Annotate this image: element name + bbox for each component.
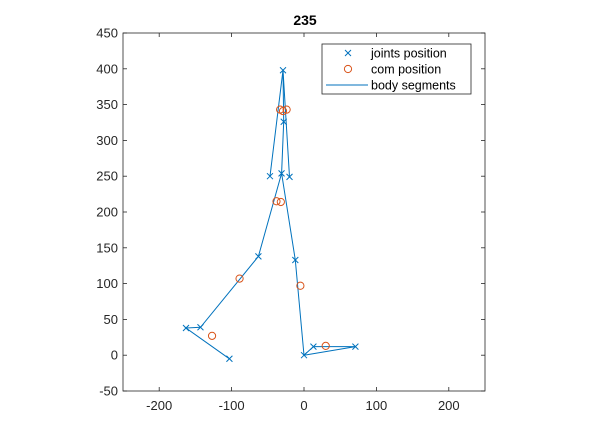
joint-marker — [286, 173, 293, 181]
joint-marker — [280, 118, 288, 126]
body-segment — [269, 70, 290, 177]
joint-marker-stroke — [182, 324, 190, 332]
axis-ticks: -200 -100 0 100 200 -50 0 50 100 150 200 250 300 350 4… — [96, 26, 485, 413]
y-tick-label: 50 — [104, 312, 118, 327]
joint-marker-stroke — [291, 256, 299, 264]
joint-marker — [226, 355, 233, 363]
joint-marker — [291, 256, 299, 264]
joint-marker-stroke — [197, 323, 204, 331]
joint-marker — [300, 351, 308, 359]
y-tick-label: 250 — [96, 169, 118, 184]
joint-marker — [278, 169, 285, 177]
joint-marker — [255, 253, 262, 260]
legend-label: joints position — [370, 47, 447, 61]
com-marker — [282, 105, 291, 114]
com-marker — [276, 197, 285, 207]
x-tick-label: 0 — [300, 398, 307, 413]
com-marker — [296, 281, 305, 290]
joint-marker-stroke — [286, 173, 293, 181]
y-tick-label: 300 — [96, 133, 118, 148]
y-tick-label: 0 — [111, 348, 118, 363]
chart-title: 235 — [293, 12, 317, 28]
joint-marker-stroke — [352, 343, 359, 350]
legend-com-marker — [343, 64, 353, 74]
joint-marker — [344, 49, 352, 57]
x-tick-label: -100 — [219, 398, 245, 413]
body-segment — [184, 173, 283, 360]
joint-marker-stroke — [300, 351, 308, 359]
y-tick-label: 450 — [96, 26, 118, 41]
legend-label: com position — [371, 63, 441, 77]
legend-entry: body segments — [326, 79, 456, 93]
com-marker — [207, 331, 217, 340]
x-tick-label: -200 — [146, 398, 172, 413]
joint-marker-stroke — [279, 66, 287, 74]
joint-marker-stroke — [310, 343, 317, 350]
legend-label: body segments — [371, 79, 456, 93]
joint-marker-stroke — [266, 172, 274, 180]
y-tick-label: 350 — [96, 97, 118, 112]
joint-marker-stroke — [344, 49, 352, 57]
y-tick-label: -50 — [99, 384, 118, 399]
joint-marker — [279, 66, 287, 74]
joint-marker — [266, 172, 274, 180]
legend-entry: com position — [343, 63, 441, 77]
legend: joints position com position body segments — [321, 43, 472, 95]
joint-marker-stroke — [226, 355, 233, 363]
com-marker — [272, 197, 281, 206]
joint-marker-stroke — [280, 118, 288, 126]
joint-marker-stroke — [278, 169, 285, 177]
y-tick-label: 400 — [96, 61, 118, 76]
com-marker — [321, 341, 330, 350]
x-tick-label: 200 — [438, 398, 460, 413]
y-tick-label: 200 — [96, 205, 118, 220]
com-marker — [278, 106, 288, 116]
y-tick-label: 100 — [96, 276, 118, 291]
joint-marker — [352, 343, 359, 350]
joint-marker-stroke — [255, 253, 262, 260]
legend-entry: joints position — [344, 47, 447, 61]
joint-marker — [197, 323, 204, 331]
joint-marker — [182, 324, 190, 332]
joint-marker — [310, 343, 317, 350]
x-tick-label: 100 — [366, 398, 388, 413]
body-segment — [281, 173, 356, 357]
com-marker — [235, 274, 244, 283]
y-tick-label: 150 — [96, 240, 118, 255]
